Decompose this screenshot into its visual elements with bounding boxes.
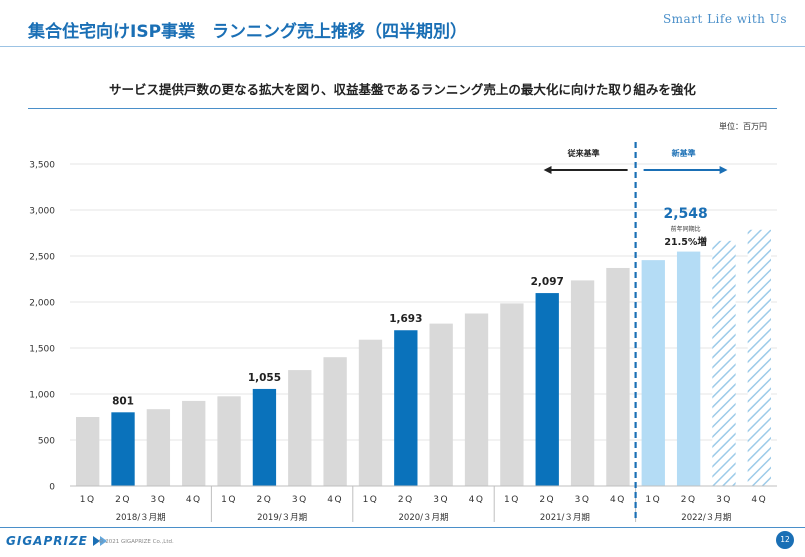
bar-value-label: 1,693 xyxy=(389,313,422,325)
x-tick-label: 4Q xyxy=(610,495,626,505)
y-tick-label: 0 xyxy=(49,483,55,493)
bar-normal xyxy=(500,303,524,486)
bar-value-label: 801 xyxy=(112,395,134,407)
bar-new xyxy=(676,251,701,486)
title-divider xyxy=(0,46,805,47)
year-group-label: 2018/３月期 xyxy=(116,513,166,523)
bar-forecast xyxy=(747,229,771,486)
bar-highlight xyxy=(111,412,135,486)
x-tick-label: 4Q xyxy=(469,495,485,505)
bar-normal xyxy=(76,417,100,486)
x-tick-label: 2Q xyxy=(115,495,131,505)
callout-value: 2,548 xyxy=(663,206,707,222)
x-tick-label: 1Q xyxy=(80,495,96,505)
y-tick-label: 2,500 xyxy=(29,253,55,263)
bar-highlight xyxy=(252,388,277,486)
bar-value-label: 2,097 xyxy=(531,276,564,288)
bar-normal xyxy=(182,400,206,486)
bar-normal xyxy=(570,280,595,486)
x-tick-label: 4Q xyxy=(751,495,767,505)
y-tick-label: 500 xyxy=(38,437,55,447)
x-tick-label: 1Q xyxy=(645,495,661,505)
bar-normal xyxy=(429,323,453,486)
year-group-label: 2021/３月期 xyxy=(540,513,590,523)
new-standard-label: 新基準 xyxy=(672,148,696,158)
bar-value-label: 1,055 xyxy=(248,372,281,384)
logo-mark-icon xyxy=(92,536,107,546)
x-tick-label: 4Q xyxy=(327,495,343,505)
x-tick-label: 2Q xyxy=(539,495,555,505)
x-tick-label: 4Q xyxy=(186,495,202,505)
y-tick-label: 3,500 xyxy=(29,161,55,171)
bar-normal xyxy=(358,339,383,486)
bar-normal xyxy=(217,396,241,486)
x-tick-label: 2Q xyxy=(681,495,697,505)
bar-normal xyxy=(146,409,171,486)
bar-normal xyxy=(288,370,312,486)
y-tick-label: 1,000 xyxy=(29,391,55,401)
unit-label: 単位：百万円 xyxy=(719,122,767,131)
page-number: 12 xyxy=(776,531,794,549)
y-tick-label: 1,500 xyxy=(29,345,55,355)
old-standard-label: 従来基準 xyxy=(567,148,600,158)
year-group-label: 2020/３月期 xyxy=(399,513,449,523)
logo-text: GIGAPRIZE xyxy=(6,534,88,548)
bar-normal xyxy=(323,357,347,486)
x-tick-label: 2Q xyxy=(257,495,273,505)
x-tick-label: 3Q xyxy=(575,495,591,505)
x-tick-label: 1Q xyxy=(363,495,379,505)
page-title: 集合住宅向けISP事業 ランニング売上推移（四半期別） xyxy=(28,22,468,42)
x-tick-label: 3Q xyxy=(150,495,166,505)
bar-normal xyxy=(464,313,489,486)
bar-normal xyxy=(606,267,630,486)
brand-tagline: Smart Life with Us xyxy=(662,12,787,26)
year-group-label: 2019/３月期 xyxy=(257,513,307,523)
x-tick-label: 2Q xyxy=(398,495,414,505)
callout-growth: 21.5%増 xyxy=(664,236,707,248)
y-tick-label: 3,000 xyxy=(29,207,55,217)
x-tick-label: 3Q xyxy=(716,495,732,505)
copyright: © 2021 GIGAPRIZE Co.,Ltd. xyxy=(98,539,174,545)
slide-subtitle: サービス提供戸数の更なる拡大を図り、収益基盤であるランニング売上の最大化に向けた… xyxy=(109,82,696,97)
x-tick-label: 3Q xyxy=(433,495,449,505)
y-tick-label: 2,000 xyxy=(29,299,55,309)
year-group-label: 2022/３月期 xyxy=(681,513,731,523)
bar-forecast xyxy=(712,240,736,486)
callout-note: 前年同期比 xyxy=(671,225,701,233)
bar-new xyxy=(641,260,665,486)
x-tick-label: 3Q xyxy=(292,495,308,505)
footer-divider xyxy=(0,527,805,528)
x-tick-label: 1Q xyxy=(221,495,237,505)
bar-highlight xyxy=(394,330,418,486)
company-logo: GIGAPRIZE xyxy=(6,534,109,548)
bar-highlight xyxy=(535,293,559,486)
x-tick-label: 1Q xyxy=(504,495,520,505)
subtitle-divider xyxy=(28,108,777,109)
